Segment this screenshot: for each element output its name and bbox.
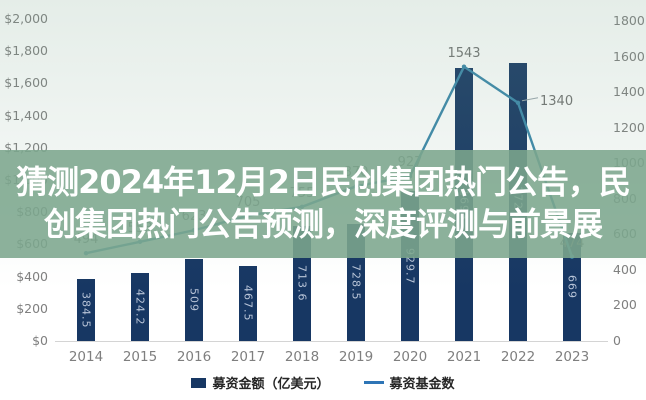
bar: 509 xyxy=(185,259,203,341)
left-axis-tick-label: $400 xyxy=(16,268,48,284)
x-axis-label: 2023 xyxy=(554,349,590,365)
bar-value-label: 728.5 xyxy=(349,264,363,301)
headline-overlay: 猜测2024年12月2日民创集团热门公告，民 创集团热门公告预测，深度评测与前景… xyxy=(0,150,646,258)
bar-value-label: 509 xyxy=(187,288,201,313)
legend-bar-swatch-icon xyxy=(191,377,207,388)
x-axis-label: 2015 xyxy=(122,349,158,365)
x-axis-label: 2021 xyxy=(446,349,482,365)
legend-count-label: 募资基金数 xyxy=(389,377,455,392)
right-axis-tick-label: 1200 xyxy=(613,119,645,135)
bar-value-label: 467.5 xyxy=(241,285,255,322)
x-axis-label: 2017 xyxy=(230,349,266,365)
x-axis-label: 2014 xyxy=(68,349,104,365)
x-axis-label: 2019 xyxy=(338,349,374,365)
bar-value-label: 424.2 xyxy=(133,288,147,326)
headline-line1: 猜测2024年12月2日民创集团热门公告，民 xyxy=(16,163,631,202)
legend-item-amount: 募资金额（亿美元） xyxy=(191,373,330,392)
right-axis-tick-label: 400 xyxy=(613,261,637,277)
x-axis-line xyxy=(55,341,608,342)
line-point-label: 1543 xyxy=(447,45,481,61)
left-axis-tick-label: $200 xyxy=(16,300,48,316)
bar: 384.5 xyxy=(77,279,95,341)
left-axis-tick-label: $1,800 xyxy=(4,43,48,59)
left-axis-tick-label: $0 xyxy=(32,333,48,348)
x-axis-label: 2022 xyxy=(500,349,536,365)
bar-value-label: 384.5 xyxy=(79,291,93,329)
right-axis-tick-label: 200 xyxy=(613,297,637,313)
headline-line2: 创集团热门公告预测，深度评测与前景展 xyxy=(43,205,603,243)
left-axis-tick-label: $1,400 xyxy=(4,107,48,123)
bar-value-label: 713.6 xyxy=(295,265,309,302)
right-axis-tick-label: 0 xyxy=(613,333,621,348)
right-axis-tick-label: 1800 xyxy=(613,13,645,28)
legend-line-swatch-icon xyxy=(363,381,384,384)
x-axis-label: 2016 xyxy=(176,349,212,365)
left-axis-tick-label: $2,000 xyxy=(4,11,48,26)
x-axis-label: 2020 xyxy=(392,349,428,365)
right-axis-tick-label: 1600 xyxy=(613,48,645,64)
bar: 424.2 xyxy=(131,272,149,341)
bar: 467.5 xyxy=(239,265,257,341)
legend-item-count: 募资基金数 xyxy=(363,373,455,392)
bar: 669 xyxy=(563,233,581,341)
bar-value-label: 669 xyxy=(565,275,579,300)
right-axis-tick-label: 1400 xyxy=(613,84,645,100)
x-axis-label: 2018 xyxy=(284,349,320,365)
legend: 募资金额（亿美元） 募资基金数 xyxy=(0,373,646,392)
left-axis-tick-label: $1,600 xyxy=(4,75,48,91)
legend-amount-label: 募资金额（亿美元） xyxy=(212,377,330,392)
line-point-label: 1340 xyxy=(540,93,574,109)
